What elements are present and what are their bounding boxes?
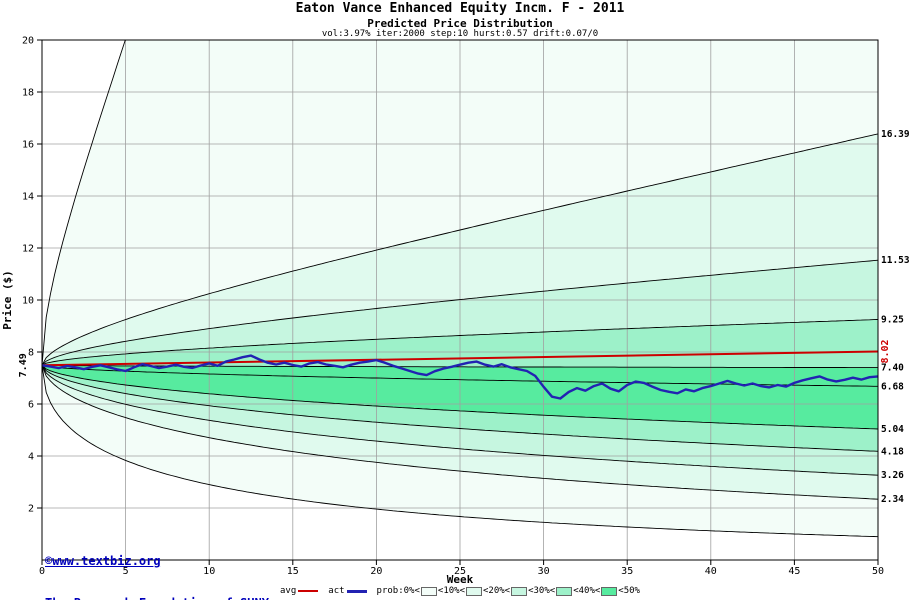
- legend-avg-label: avg: [280, 586, 297, 596]
- percentile-curve-9: [42, 365, 878, 500]
- percentile-curve-7: [42, 365, 878, 452]
- percentile-end-label: 9.25: [881, 315, 904, 326]
- percentile-curves: [42, 40, 878, 538]
- y-tick-label: 4: [28, 452, 34, 463]
- start-price-label: 7.49: [18, 353, 29, 377]
- y-tick-label: 10: [22, 296, 34, 307]
- chart-title: Eaton Vance Enhanced Equity Incm. F - 20…: [295, 1, 625, 16]
- legend: avg act prob:0%< <10%< <20%< <30%< <40%< <50…: [0, 586, 920, 596]
- x-tick-label: 30: [538, 566, 550, 577]
- percentile-end-label: 16.39: [881, 129, 910, 140]
- legend-swatch-5: [601, 586, 618, 596]
- legend-act-label: act: [328, 586, 345, 596]
- y-axis-title: Price ($): [1, 270, 14, 330]
- axes: 2 4 6 8 10 12 14 16 18 20 0 5 10 15 20 25 30 35 40 45 50: [22, 36, 884, 578]
- y-tick-label: 12: [22, 244, 34, 255]
- simulation-params: vol:3.97% iter:2000 step:10 hurst:0.57 d…: [321, 29, 599, 39]
- percentile-end-label: 11.53: [881, 255, 910, 266]
- x-tick-label: 35: [621, 566, 633, 577]
- watermark-org: The Research Foundation of SUNY: [45, 596, 269, 600]
- y-tick-label: 2: [28, 504, 34, 515]
- percentile-curve-2: [42, 259, 878, 366]
- percentile-end-label: 2.34: [881, 494, 904, 505]
- legend-prob-prefix: prob:0%<: [376, 586, 420, 596]
- percentile-end-label: 7.40: [881, 363, 904, 374]
- legend-band-swatches: <10%< <20%< <30%< <40%< <50%: [420, 586, 640, 596]
- avg-price-line: [41, 350, 879, 367]
- x-tick-label: 10: [203, 566, 215, 577]
- x-tick-label: 20: [370, 566, 382, 577]
- percentile-curve-8: [42, 365, 878, 476]
- percentile-end-label: 3.26: [881, 470, 904, 481]
- percentile-end-label: 5.04: [881, 424, 904, 435]
- watermark: ©www.textbiz.org The Research Foundation…: [45, 526, 269, 600]
- legend-band-label: <50%: [618, 586, 640, 596]
- avg-end-price-label: 8.02: [880, 339, 891, 363]
- legend-band-label: <10%<: [437, 586, 465, 596]
- percentile-end-label: 4.18: [881, 446, 904, 457]
- legend-band-label: <30%<: [528, 586, 556, 596]
- legend-band-label: <20%<: [483, 586, 511, 596]
- legend-swatch-4: [556, 586, 573, 596]
- percentile-curve-1: [42, 133, 878, 366]
- probability-band-9: [42, 365, 878, 537]
- probability-band-6: [42, 365, 878, 452]
- probability-band-7: [42, 365, 878, 476]
- x-axis-title: Week: [447, 573, 474, 586]
- y-tick-label: 20: [22, 36, 34, 47]
- probability-band-8: [42, 365, 878, 500]
- percentile-curve-10: [42, 365, 878, 538]
- x-tick-label: 15: [287, 566, 299, 577]
- legend-swatch-1: [420, 586, 437, 596]
- x-tick-label: 40: [705, 566, 717, 577]
- legend-avg-line-swatch: [298, 590, 319, 592]
- actual-price-line: [41, 354, 879, 400]
- x-tick-label: 45: [788, 566, 800, 577]
- y-tick-label: 18: [22, 88, 34, 99]
- watermark-link[interactable]: ©www.textbiz.org: [45, 554, 161, 568]
- legend-swatch-3: [511, 586, 528, 596]
- y-tick-label: 6: [28, 400, 34, 411]
- x-tick-label: 5: [123, 566, 129, 577]
- y-tick-label: 8: [28, 348, 34, 359]
- percentile-end-label: 6.68: [881, 381, 904, 392]
- legend-swatch-2: [466, 586, 482, 596]
- chart-subtitle: Predicted Price Distribution: [367, 17, 553, 30]
- x-tick-label: 25: [454, 566, 466, 577]
- y-tick-label: 16: [22, 140, 34, 151]
- y-tick-label: 14: [22, 192, 34, 203]
- percentile-curve-3: [42, 319, 878, 366]
- percentile-curve-6: [42, 364, 878, 430]
- x-tick-label: 0: [39, 566, 45, 577]
- legend-band-label: <40%<: [573, 586, 601, 596]
- legend-act-line-swatch: [346, 589, 367, 593]
- x-tick-label: 50: [872, 566, 884, 577]
